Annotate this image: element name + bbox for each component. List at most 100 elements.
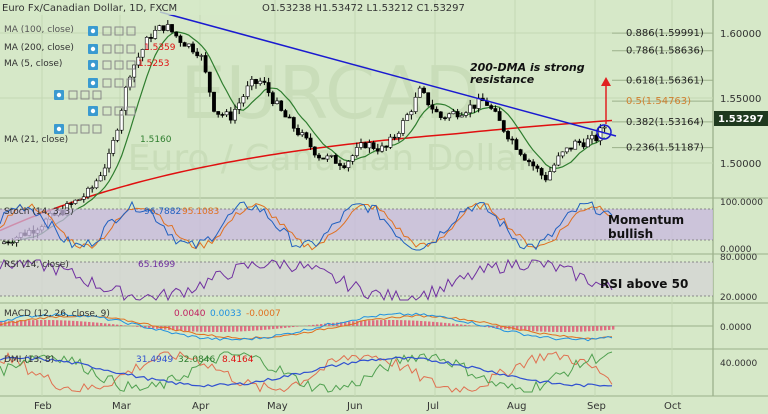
candle[interactable] — [291, 116, 296, 132]
candle[interactable] — [245, 81, 250, 100]
candle[interactable] — [153, 25, 158, 40]
candle[interactable] — [367, 139, 372, 153]
candle[interactable] — [438, 111, 443, 121]
candle[interactable] — [136, 52, 141, 69]
candle[interactable] — [405, 112, 410, 122]
candle[interactable] — [493, 105, 498, 113]
candle[interactable] — [535, 164, 540, 173]
legend-action-icon[interactable] — [92, 124, 102, 134]
legend-action-icon[interactable] — [114, 106, 124, 116]
candle[interactable] — [359, 138, 363, 150]
candle[interactable] — [396, 131, 401, 142]
candle[interactable] — [165, 20, 170, 32]
legend-action-icon[interactable] — [126, 26, 136, 36]
candle[interactable] — [539, 167, 544, 180]
candle[interactable] — [527, 158, 531, 167]
candle[interactable] — [577, 138, 582, 146]
candle[interactable] — [338, 159, 342, 171]
candle[interactable] — [506, 130, 510, 142]
candle[interactable] — [468, 99, 473, 118]
candle[interactable] — [287, 114, 292, 119]
candle[interactable] — [590, 131, 594, 144]
candle[interactable] — [174, 31, 179, 38]
candle[interactable] — [178, 34, 183, 47]
candle[interactable] — [375, 143, 380, 155]
legend-action-icon[interactable] — [114, 60, 124, 70]
candle[interactable] — [115, 128, 120, 143]
candle[interactable] — [531, 159, 536, 171]
candle[interactable] — [522, 152, 527, 161]
candle[interactable] — [581, 138, 586, 150]
candle[interactable] — [258, 77, 263, 86]
legend-eye-icon[interactable] — [88, 60, 98, 70]
candle[interactable] — [266, 77, 271, 97]
candle[interactable] — [401, 117, 405, 137]
candle[interactable] — [262, 77, 267, 86]
legend-buttons[interactable] — [54, 26, 136, 134]
macd-line[interactable] — [0, 312, 613, 342]
candle[interactable] — [363, 141, 368, 149]
candle[interactable] — [237, 97, 242, 114]
candle[interactable] — [321, 157, 326, 160]
candle[interactable] — [497, 107, 502, 121]
candle[interactable] — [195, 48, 200, 59]
candle[interactable] — [279, 100, 284, 112]
candle[interactable] — [459, 112, 464, 118]
candle[interactable] — [518, 148, 523, 157]
candle[interactable] — [73, 199, 78, 205]
candle[interactable] — [501, 119, 506, 134]
ma21-line[interactable] — [3, 31, 605, 244]
legend-action-icon[interactable] — [114, 78, 124, 88]
candle[interactable] — [409, 109, 414, 120]
candle[interactable] — [333, 153, 338, 164]
candle[interactable] — [300, 129, 305, 137]
candle[interactable] — [90, 185, 95, 193]
legend-action-icon[interactable] — [114, 44, 124, 54]
candle[interactable] — [443, 116, 447, 121]
candle[interactable] — [241, 94, 246, 107]
candle[interactable] — [447, 112, 452, 121]
candle[interactable] — [216, 111, 221, 118]
legend-action-icon[interactable] — [102, 60, 112, 70]
candle[interactable] — [560, 151, 565, 159]
legend-eye-icon[interactable] — [88, 78, 98, 88]
legend-action-icon[interactable] — [102, 26, 112, 36]
candle[interactable] — [510, 136, 515, 145]
candle[interactable] — [233, 104, 237, 124]
candle[interactable] — [161, 25, 166, 34]
candle[interactable] — [157, 24, 162, 31]
candle[interactable] — [325, 153, 330, 162]
candle[interactable] — [224, 109, 229, 118]
legend-eye-icon[interactable] — [54, 90, 64, 100]
legend-eye-icon[interactable] — [88, 106, 98, 116]
candle[interactable] — [464, 111, 468, 118]
candle[interactable] — [77, 198, 82, 201]
candle[interactable] — [212, 91, 216, 113]
legend-action-icon[interactable] — [102, 78, 112, 88]
candle[interactable] — [275, 97, 279, 105]
candle[interactable] — [413, 92, 418, 114]
legend-eye-icon[interactable] — [88, 44, 98, 54]
candle[interactable] — [249, 76, 254, 91]
candle[interactable] — [573, 139, 578, 150]
candle[interactable] — [329, 154, 334, 159]
candle[interactable] — [455, 108, 460, 120]
candle[interactable] — [380, 142, 384, 153]
candle[interactable] — [191, 41, 195, 55]
legend-action-icon[interactable] — [80, 90, 90, 100]
candle[interactable] — [489, 103, 494, 111]
candle[interactable] — [98, 171, 103, 182]
candle[interactable] — [594, 133, 599, 143]
candle[interactable] — [270, 90, 275, 107]
candle[interactable] — [602, 125, 607, 132]
legend-action-icon[interactable] — [80, 124, 90, 134]
stoch-d-line[interactable] — [0, 202, 613, 251]
legend-action-icon[interactable] — [102, 44, 112, 54]
legend-action-icon[interactable] — [92, 90, 102, 100]
legend-action-icon[interactable] — [126, 60, 136, 70]
candle[interactable] — [199, 53, 204, 61]
candle[interactable] — [254, 78, 258, 89]
candle[interactable] — [434, 106, 439, 113]
candle[interactable] — [107, 148, 111, 173]
